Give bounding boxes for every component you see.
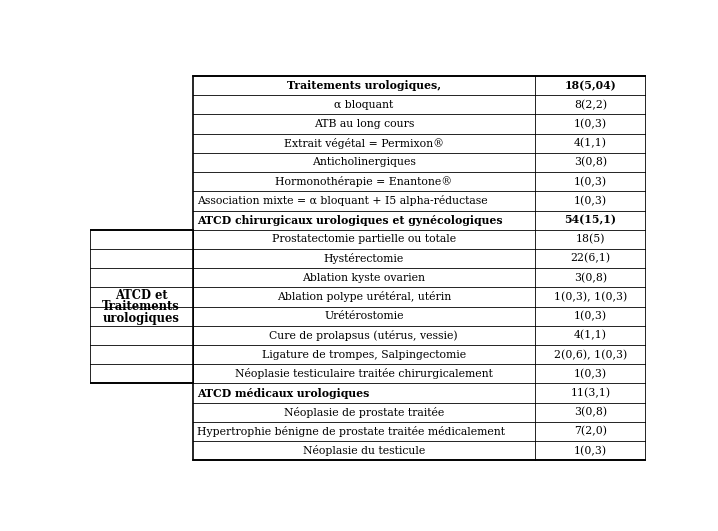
Text: α bloquant: α bloquant xyxy=(334,100,393,110)
Text: 8(2,2): 8(2,2) xyxy=(574,100,607,110)
Text: Néoplasie du testicule: Néoplasie du testicule xyxy=(303,445,425,456)
Text: 18(5): 18(5) xyxy=(576,234,605,244)
Text: 1(0,3), 1(0,3): 1(0,3), 1(0,3) xyxy=(554,292,628,302)
Text: 4(1,1): 4(1,1) xyxy=(574,138,607,149)
Text: ATCD et: ATCD et xyxy=(115,289,167,302)
Text: 3(0,8): 3(0,8) xyxy=(574,272,607,283)
Text: Ablation kyste ovarien: Ablation kyste ovarien xyxy=(302,273,425,283)
Text: 1(0,3): 1(0,3) xyxy=(574,369,607,379)
Text: 1(0,3): 1(0,3) xyxy=(574,196,607,206)
Text: ATB au long cours: ATB au long cours xyxy=(314,119,414,129)
Text: 3(0,8): 3(0,8) xyxy=(574,407,607,417)
Text: 1(0,3): 1(0,3) xyxy=(574,176,607,187)
Text: Association mixte = α bloquant + I5 alpha-réductase: Association mixte = α bloquant + I5 alph… xyxy=(197,195,488,207)
Bar xyxy=(192,76,646,460)
Text: Prostatectomie partielle ou totale: Prostatectomie partielle ou totale xyxy=(271,234,456,244)
Text: 1(0,3): 1(0,3) xyxy=(574,119,607,129)
Text: 1(0,3): 1(0,3) xyxy=(574,446,607,456)
Text: Hypertrophie bénigne de prostate traitée médicalement: Hypertrophie bénigne de prostate traitée… xyxy=(197,426,505,437)
Text: 18(5,04): 18(5,04) xyxy=(564,80,617,91)
Text: Urétérostomie: Urétérostomie xyxy=(324,311,404,321)
Text: Traitements urologiques,: Traitements urologiques, xyxy=(286,80,441,91)
Text: Cure de prolapsus (utérus, vessie): Cure de prolapsus (utérus, vessie) xyxy=(269,330,458,341)
Text: 1(0,3): 1(0,3) xyxy=(574,311,607,321)
Text: 7(2,0): 7(2,0) xyxy=(574,426,607,436)
Text: 22(6,1): 22(6,1) xyxy=(571,253,610,264)
Text: Traitements: Traitements xyxy=(103,300,180,313)
Bar xyxy=(90,230,192,383)
Text: ATCD chirurgicaux urologiques et gynécologiques: ATCD chirurgicaux urologiques et gynécol… xyxy=(197,215,503,226)
Text: 4(1,1): 4(1,1) xyxy=(574,330,607,340)
Text: Anticholinergiques: Anticholinergiques xyxy=(312,158,416,167)
Text: Hormonothérapie = Enantone®: Hormonothérapie = Enantone® xyxy=(275,176,452,187)
Text: Néoplasie de prostate traitée: Néoplasie de prostate traitée xyxy=(284,407,444,418)
Text: Hystérectomie: Hystérectomie xyxy=(324,253,404,264)
Text: 54(15,1): 54(15,1) xyxy=(564,215,617,226)
Text: ATCD médicaux urologiques: ATCD médicaux urologiques xyxy=(197,388,370,399)
Text: Extrait végétal = Permixon®: Extrait végétal = Permixon® xyxy=(284,138,444,149)
Text: 11(3,1): 11(3,1) xyxy=(571,388,610,398)
Text: 3(0,8): 3(0,8) xyxy=(574,157,607,168)
Text: 2(0,6), 1(0,3): 2(0,6), 1(0,3) xyxy=(554,349,628,360)
Text: Ablation polype urétéral, utérin: Ablation polype urétéral, utérin xyxy=(276,292,451,303)
Text: urologiques: urologiques xyxy=(103,312,180,324)
Text: Ligature de trompes, Salpingectomie: Ligature de trompes, Salpingectomie xyxy=(262,349,466,359)
Text: Néoplasie testiculaire traitée chirurgicalement: Néoplasie testiculaire traitée chirurgic… xyxy=(235,369,493,379)
